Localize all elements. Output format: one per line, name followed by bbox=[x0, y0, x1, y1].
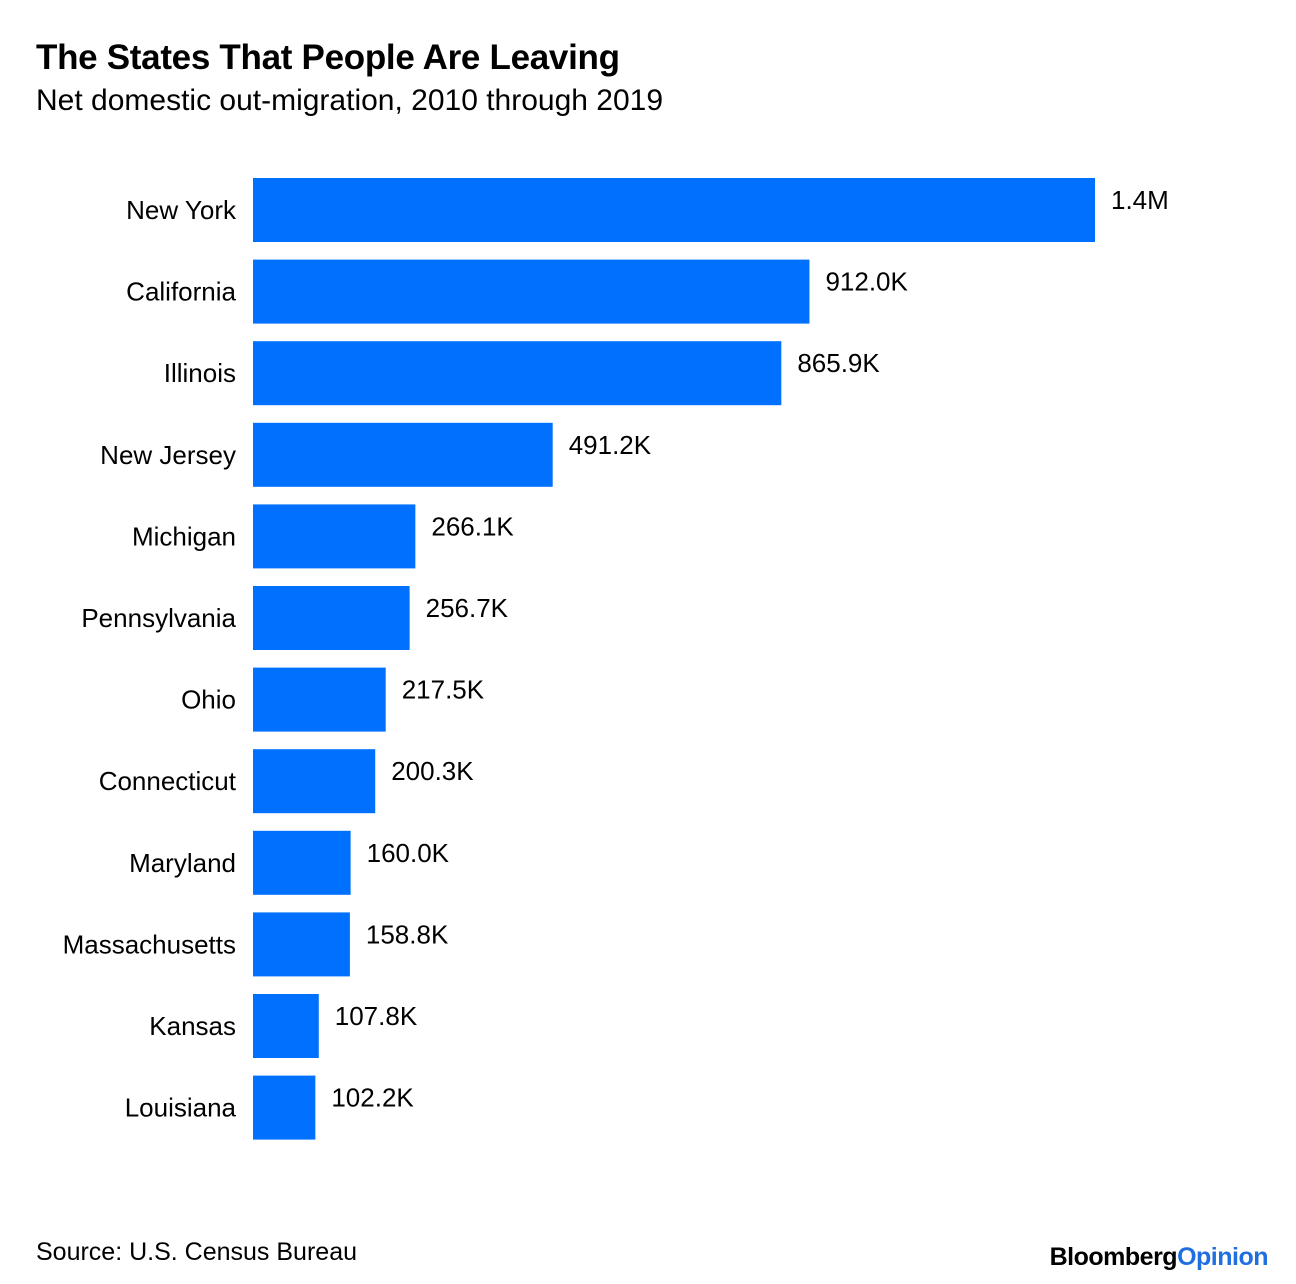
value-label-california: 912.0K bbox=[825, 267, 908, 297]
bar-connecticut bbox=[253, 749, 376, 814]
value-label-massachusetts: 158.8K bbox=[366, 919, 449, 949]
value-label-michigan: 266.1K bbox=[431, 511, 514, 541]
value-label-illinois: 865.9K bbox=[797, 348, 880, 378]
value-label-new-york: 1.4M bbox=[1111, 185, 1169, 215]
chart-title: The States That People Are Leaving bbox=[36, 38, 620, 77]
value-label-connecticut: 200.3K bbox=[391, 756, 474, 786]
category-label-kansas: Kansas bbox=[149, 1011, 236, 1041]
bar-pennsylvania bbox=[253, 586, 410, 650]
chart-subtitle: Net domestic out-migration, 2010 through… bbox=[36, 84, 664, 117]
value-label-louisiana: 102.2K bbox=[331, 1083, 414, 1113]
value-label-pennsylvania: 256.7K bbox=[426, 593, 509, 623]
category-label-louisiana: Louisiana bbox=[125, 1093, 237, 1123]
brand-logo: BloombergOpinion bbox=[1049, 1243, 1269, 1272]
bar-massachusetts bbox=[253, 912, 350, 977]
category-label-ohio: Ohio bbox=[181, 685, 236, 715]
bar-california bbox=[253, 259, 810, 324]
category-label-massachusetts: Massachusetts bbox=[63, 929, 236, 959]
brand-part-1: Bloomberg bbox=[1049, 1243, 1178, 1271]
bar-michigan bbox=[253, 504, 416, 569]
bar-kansas bbox=[253, 994, 319, 1058]
category-label-illinois: Illinois bbox=[164, 358, 236, 388]
category-label-new-york: New York bbox=[126, 195, 237, 225]
bar-new-jersey bbox=[253, 422, 553, 487]
value-label-kansas: 107.8K bbox=[335, 1001, 418, 1031]
value-label-ohio: 217.5K bbox=[402, 675, 485, 705]
brand-part-2: Opinion bbox=[1177, 1243, 1268, 1271]
bar-ohio bbox=[253, 667, 386, 732]
category-label-connecticut: Connecticut bbox=[99, 766, 237, 796]
bar-new-york bbox=[253, 178, 1095, 242]
bar-maryland bbox=[253, 830, 351, 895]
category-label-pennsylvania: Pennsylvania bbox=[81, 603, 236, 633]
category-label-new-jersey: New Jersey bbox=[100, 440, 236, 470]
value-label-maryland: 160.0K bbox=[367, 838, 450, 868]
bar-illinois bbox=[253, 341, 782, 406]
bar-louisiana bbox=[253, 1075, 316, 1140]
category-label-michigan: Michigan bbox=[132, 521, 236, 551]
source-note: Source: U.S. Census Bureau bbox=[36, 1238, 357, 1266]
category-label-california: California bbox=[126, 277, 236, 307]
value-label-new-jersey: 491.2K bbox=[569, 430, 652, 460]
category-label-maryland: Maryland bbox=[129, 848, 236, 878]
